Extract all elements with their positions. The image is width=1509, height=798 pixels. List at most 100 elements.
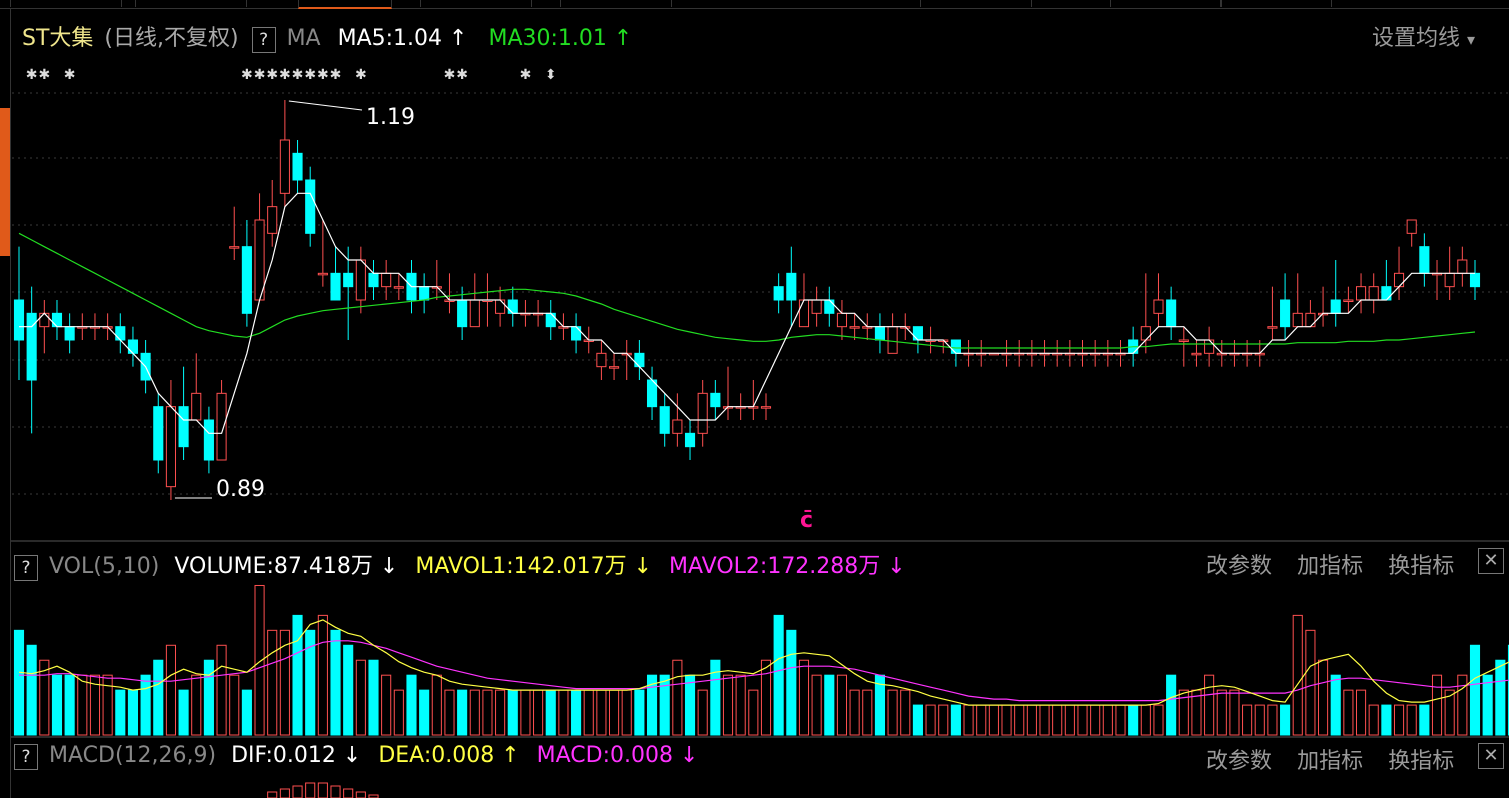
candle-body	[13, 299, 25, 341]
volume-bar	[229, 674, 240, 736]
volume-bar	[811, 674, 822, 736]
candle-body	[874, 326, 885, 341]
top-tab[interactable]	[560, 0, 672, 7]
top-tab[interactable]	[1220, 0, 1332, 7]
chart-marker-icon[interactable]: c̄	[800, 508, 814, 533]
candle-body	[1355, 286, 1367, 301]
macd-title: MACD(12,26,9)	[49, 743, 217, 768]
volume-bar	[634, 689, 645, 736]
candle-body	[368, 272, 379, 288]
volume-bar	[900, 689, 911, 736]
volume-bar	[419, 689, 430, 736]
volume-bar	[1229, 689, 1240, 736]
event-marker-icon: ✱	[254, 67, 266, 83]
volume-bar	[938, 704, 949, 736]
volume-bar	[153, 659, 164, 736]
candle-body	[1343, 299, 1354, 302]
volume-bar	[1482, 674, 1493, 736]
help-button[interactable]: ?	[14, 555, 38, 581]
candle-body	[127, 339, 139, 354]
candle-body	[419, 286, 430, 301]
event-marker-icon: ✱	[38, 67, 50, 83]
switch-indicator-button[interactable]: 换指标	[1388, 749, 1455, 774]
candle-body	[1381, 286, 1392, 301]
mavol1-line	[18, 619, 1509, 706]
volume-bar	[824, 674, 835, 736]
ma-settings-button[interactable]: 设置均线 ▾	[1372, 20, 1475, 52]
macd-bar	[368, 794, 379, 798]
volume-bar	[393, 689, 404, 736]
event-marker-icon: ✱	[355, 67, 367, 83]
top-tab[interactable]	[135, 0, 247, 7]
panel-divider	[11, 540, 1509, 542]
volume-bar	[659, 674, 670, 736]
volume-bar	[1431, 674, 1443, 736]
candle-body	[1280, 299, 1291, 328]
mavol2-value: MAVOL2:172.288万	[669, 554, 881, 579]
volume-bar	[431, 674, 442, 736]
candle-body	[596, 352, 607, 368]
dropdown-arrow-icon: ▾	[1467, 30, 1476, 49]
candle-body	[1305, 312, 1316, 328]
macd-header: ? MACD(12,26,9) DIF:0.012 ↓ DEA:0.008 ↑ …	[14, 743, 698, 770]
switch-indicator-button[interactable]: 换指标	[1388, 554, 1455, 579]
candle-body	[165, 406, 176, 488]
ma30-line	[18, 232, 1476, 349]
top-tab[interactable]	[298, 0, 392, 9]
volume-bar	[836, 674, 848, 736]
candle-body	[191, 392, 202, 421]
candle-body	[317, 272, 328, 276]
candle-body	[1393, 272, 1405, 288]
event-marker-icon: ✱	[64, 67, 76, 83]
candle-body	[39, 312, 50, 328]
left-edge-marker	[0, 108, 10, 256]
macd-bar	[355, 791, 366, 798]
top-tab[interactable]	[920, 0, 1032, 7]
candle-body	[1204, 339, 1215, 354]
help-button[interactable]: ?	[251, 27, 276, 53]
close-icon[interactable]: ✕	[1478, 548, 1504, 574]
volume-bar	[1368, 704, 1379, 736]
add-indicator-button[interactable]: 加指标	[1297, 554, 1364, 579]
candle-body	[1178, 339, 1189, 342]
add-indicator-button[interactable]: 加指标	[1297, 749, 1364, 774]
volume-bar	[279, 629, 290, 736]
volume-bar	[672, 659, 683, 736]
stock-name[interactable]: ST大集	[22, 26, 94, 51]
close-icon[interactable]: ✕	[1478, 743, 1504, 769]
arrow-up-icon: ↑	[613, 26, 633, 51]
volume-bar	[760, 659, 772, 736]
top-tab[interactable]	[1110, 0, 1222, 7]
volume-bar	[950, 704, 961, 736]
volume-bar	[722, 674, 734, 736]
edit-params-button[interactable]: 改参数	[1206, 554, 1273, 579]
volume-bar	[1305, 629, 1316, 736]
volume-bar	[355, 659, 366, 736]
volume-bar	[621, 689, 632, 736]
volume-bar	[330, 629, 341, 736]
volume-bar	[64, 674, 75, 736]
top-tab[interactable]	[420, 0, 532, 7]
candle-body	[26, 312, 37, 381]
candle-body	[1140, 326, 1151, 341]
volume-bar	[469, 689, 480, 736]
candle-body	[1153, 299, 1164, 314]
mavol2-line	[19, 640, 1509, 702]
volume-bar	[887, 689, 898, 736]
volume-bar	[520, 689, 531, 736]
volume-bar	[963, 704, 974, 736]
event-marker-icon: ✱	[317, 67, 329, 83]
volume-bar	[1064, 704, 1075, 736]
volume-bar	[1318, 659, 1329, 736]
candle-body	[697, 392, 708, 434]
edit-params-button[interactable]: 改参数	[1206, 749, 1273, 774]
candle-body	[229, 246, 240, 249]
top-tab[interactable]	[10, 0, 122, 7]
volume-bar	[1381, 704, 1392, 736]
arrow-down-icon: ↓	[680, 743, 699, 768]
volume-bar	[976, 704, 987, 736]
candle-body	[1330, 299, 1341, 314]
dea-value: DEA:0.008	[378, 743, 495, 768]
help-button[interactable]: ?	[14, 744, 38, 770]
